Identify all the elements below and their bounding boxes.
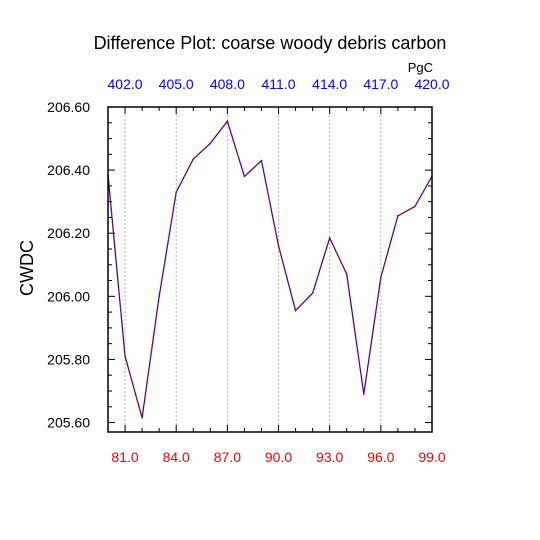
series-line-blue <box>107 119 433 418</box>
top-tick-label: 405.0 <box>159 76 194 92</box>
data-point <box>192 158 195 160</box>
top-tick-label: 411.0 <box>262 76 296 92</box>
data-point <box>124 355 126 358</box>
x-tick-label: 96.0 <box>367 449 394 465</box>
data-point <box>362 393 365 395</box>
data-point <box>141 417 143 419</box>
y-tick-label: 206.40 <box>47 162 90 178</box>
top-axis-unit: PgC <box>408 60 433 75</box>
data-point <box>397 215 399 217</box>
y-axis-label: CWDC <box>17 240 37 296</box>
y-tick-label: 206.00 <box>47 288 90 304</box>
y-tick-label: 206.20 <box>47 225 90 241</box>
x-tick-label: 87.0 <box>214 449 241 465</box>
data-point <box>311 292 314 294</box>
data-point <box>294 309 297 312</box>
y-tick-label: 205.60 <box>47 415 90 431</box>
top-tick-label: 402.0 <box>108 76 143 92</box>
data-point <box>328 237 331 239</box>
tick-labels: 81.0 84.0 87.0 90.0 93.0 96.0 99.0 402.0 405.0 40… <box>47 76 450 465</box>
x-tick-label: 93.0 <box>316 449 343 465</box>
grid-lines <box>124 107 433 432</box>
data-point <box>277 245 280 247</box>
data-point <box>345 273 348 276</box>
data-point <box>226 120 229 122</box>
axis-ticks <box>107 106 433 432</box>
x-tick-label: 99.0 <box>418 449 445 465</box>
series-line-red-dashed <box>107 119 433 418</box>
x-tick-label: 90.0 <box>265 449 292 465</box>
x-tick-label: 81.0 <box>111 449 138 465</box>
x-tick-label: 84.0 <box>163 449 190 465</box>
data-point <box>158 295 160 298</box>
y-tick-label: 205.80 <box>47 351 90 367</box>
top-tick-label: 408.0 <box>210 76 245 92</box>
chart-title: Difference Plot: coarse woody debris car… <box>94 33 447 53</box>
data-point <box>380 276 382 279</box>
data-point <box>209 142 212 145</box>
top-tick-label: 414.0 <box>312 76 347 92</box>
series-group <box>107 119 433 419</box>
plot-frame <box>107 106 433 433</box>
data-point <box>414 205 416 208</box>
y-tick-label: 206.60 <box>47 99 90 115</box>
top-tick-label: 420.0 <box>414 76 449 92</box>
top-tick-label: 417.0 <box>363 76 398 92</box>
data-point <box>260 159 263 162</box>
data-point <box>243 175 246 178</box>
data-point <box>175 191 178 193</box>
